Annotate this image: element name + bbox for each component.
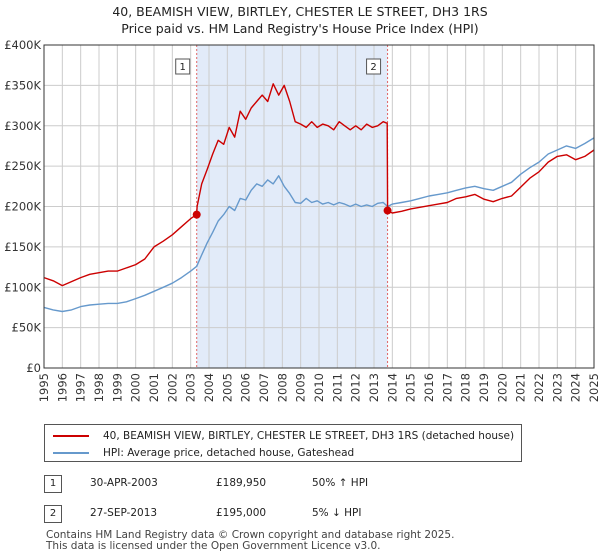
x-tick-label: 2008 <box>275 373 289 402</box>
x-tick-label: 2022 <box>532 373 546 402</box>
x-tick-label: 2012 <box>349 373 363 402</box>
x-tick-label: 2016 <box>422 373 436 402</box>
plot-frame <box>43 44 595 369</box>
transaction-price: £189,950 <box>216 477 267 489</box>
chart-legend: 40, BEAMISH VIEW, BIRTLEY, CHESTER LE ST… <box>44 424 522 462</box>
x-tick-label: 2014 <box>385 373 399 402</box>
y-tick-label: £50K <box>12 321 42 335</box>
x-tick-label: 2004 <box>202 373 216 402</box>
x-tick-label: 2021 <box>514 373 528 402</box>
y-tick-label: £350K <box>4 78 41 92</box>
x-tick-label: 2011 <box>330 373 344 402</box>
x-tick-label: 2009 <box>294 373 308 402</box>
x-tick-label: 1997 <box>74 373 88 402</box>
x-tick-label: 2007 <box>257 373 271 402</box>
sale-marker-label: 2 <box>370 62 376 73</box>
y-tick-label: £150K <box>4 240 41 254</box>
property-price-line <box>43 83 595 287</box>
x-tick-label: 2003 <box>184 373 198 402</box>
footer-line-1: Contains HM Land Registry data © Crown c… <box>46 529 455 541</box>
sale-marker-box <box>175 58 191 75</box>
price-chart: 1 2 £0 £50K £100K £150K £200K £250K £300K £350K £… <box>4 38 600 402</box>
legend-label-property: 40, BEAMISH VIEW, BIRTLEY, CHESTER LE ST… <box>103 430 515 442</box>
x-tick-label: 1995 <box>37 373 51 402</box>
x-tick-label: 2015 <box>404 373 418 402</box>
y-tick-label: £250K <box>4 159 41 173</box>
x-tick-label: 1999 <box>110 373 124 402</box>
legend-label-hpi: HPI: Average price, detached house, Gate… <box>103 447 355 459</box>
y-tick-label: £300K <box>4 119 41 133</box>
legend-swatch-property <box>53 435 89 437</box>
footer-attribution: Contains HM Land Registry data © Crown c… <box>46 530 454 552</box>
x-tick-label: 2000 <box>129 373 143 402</box>
x-tick-label: 2017 <box>440 373 454 402</box>
sale-point <box>192 210 201 219</box>
y-tick-label: £0 <box>26 361 41 375</box>
legend-swatch-hpi <box>53 452 89 454</box>
x-tick-label: 2002 <box>165 373 179 402</box>
x-tick-label: 2005 <box>220 373 234 402</box>
x-tick-label: 2013 <box>367 373 381 402</box>
x-tick-label: 2006 <box>239 373 253 402</box>
sale-point <box>383 206 392 215</box>
x-tick-label: 2020 <box>495 373 509 402</box>
x-tick-label: 1996 <box>55 373 69 402</box>
transaction-price: £195,000 <box>216 507 267 519</box>
y-tick-label: £400K <box>4 38 41 52</box>
legend-item-hpi: HPI: Average price, detached house, Gate… <box>53 445 354 461</box>
x-tick-label: 2023 <box>550 373 564 402</box>
transaction-date: 27-SEP-2013 <box>90 507 158 519</box>
x-tick-label: 2024 <box>569 373 583 402</box>
x-tick-label: 2001 <box>147 373 161 402</box>
x-tick-label: 2019 <box>477 373 491 402</box>
x-tick-label: 2025 <box>587 373 600 402</box>
chart-title: 40, BEAMISH VIEW, BIRTLEY, CHESTER LE ST… <box>0 3 600 37</box>
footer-line-2: This data is licensed under the Open Gov… <box>46 540 381 552</box>
chart-title-line-1: 40, BEAMISH VIEW, BIRTLEY, CHESTER LE ST… <box>112 4 488 19</box>
y-tick-label: £200K <box>4 200 41 214</box>
sale-marker-box <box>366 58 382 75</box>
sale-marker-label: 1 <box>180 62 186 73</box>
x-tick-label: 2018 <box>459 373 473 402</box>
transaction-hpi-change: 5% ↓ HPI <box>312 507 362 519</box>
x-tick-label: 2010 <box>312 373 326 402</box>
transaction-hpi-change: 50% ↑ HPI <box>312 477 369 489</box>
transaction-badge: 2 <box>44 505 62 523</box>
legend-item-property: 40, BEAMISH VIEW, BIRTLEY, CHESTER LE ST… <box>53 428 514 444</box>
x-tick-label: 1998 <box>92 373 106 402</box>
y-tick-label: £100K <box>4 280 41 294</box>
chart-title-line-2: Price paid vs. HM Land Registry's House … <box>121 21 479 36</box>
transaction-date: 30-APR-2003 <box>90 477 158 489</box>
transaction-badge: 1 <box>44 475 62 493</box>
hpi-line <box>43 137 595 313</box>
